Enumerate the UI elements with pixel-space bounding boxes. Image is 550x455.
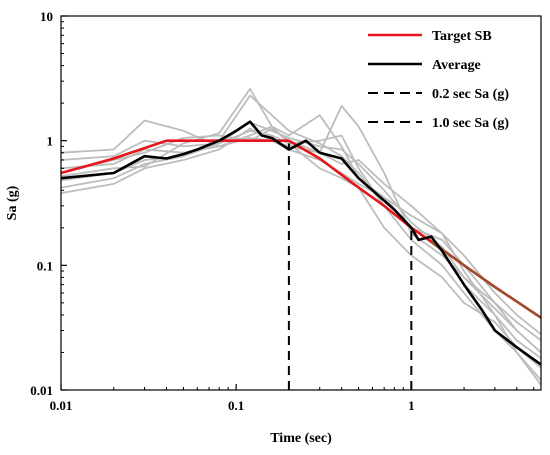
record-spectra: [60, 88, 542, 386]
average-spectrum: [60, 120, 542, 366]
legend: Target SB Average 0.2 sec Sa (g) 1.0 sec…: [368, 29, 509, 131]
period-markers: [287, 143, 413, 390]
record-line-2: [60, 125, 542, 342]
legend-label-10sec: 1.0 sec Sa (g): [432, 116, 509, 131]
record-line-3: [60, 127, 542, 336]
y-tick-label: 0.1: [37, 258, 53, 273]
record-line-7: [60, 94, 542, 381]
legend-label-average: Average: [432, 58, 481, 73]
y-tick-label: 10: [40, 9, 53, 24]
x-tick-label: 0.1: [228, 398, 244, 413]
x-tick-label: 1: [408, 398, 415, 413]
x-axis-label: Time (sec): [270, 431, 332, 446]
legend-label-target: Target SB: [432, 29, 492, 44]
target-spectrum: [60, 139, 542, 319]
target-overlay-line: [430, 240, 542, 319]
y-tick-label: 0.01: [30, 383, 53, 398]
average-line: [60, 120, 542, 366]
y-tick-label: 1: [47, 134, 54, 149]
x-tick-label: 0.01: [50, 398, 73, 413]
record-line-8: [60, 88, 542, 386]
record-line-4: [60, 129, 542, 369]
legend-label-02sec: 0.2 sec Sa (g): [432, 87, 509, 102]
y-axis-label: Sa (g): [5, 185, 20, 220]
record-line-1: [60, 121, 542, 354]
axis-ticks: 0.01 0.1 1 0.01 0.1 1 10: [30, 9, 535, 413]
plot-frame: [60, 15, 542, 391]
